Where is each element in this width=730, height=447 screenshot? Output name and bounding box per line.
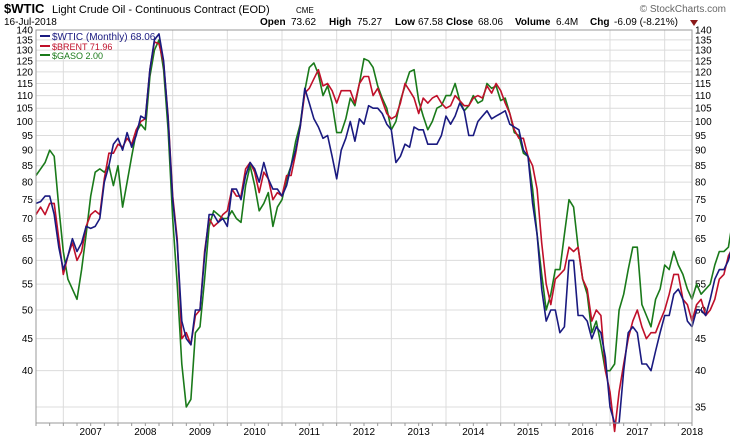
y-tick-label-left: 80 <box>22 178 34 189</box>
y-tick-label-left: 140 <box>16 26 33 37</box>
y-tick-label-right: 135 <box>695 35 712 46</box>
x-tick-label: 2012 <box>353 427 376 438</box>
open-value: 73.62 <box>291 17 316 28</box>
close-value: 68.06 <box>478 17 503 28</box>
y-tick-label-left: 135 <box>16 35 33 46</box>
volume-value: 6.4M <box>556 17 578 28</box>
y-tick-label-right: 35 <box>695 402 707 413</box>
y-axis-right: 3540455055606570758085909510010511011512… <box>695 26 712 414</box>
y-tick-label-right: 90 <box>695 146 707 157</box>
y-tick-label-right: 100 <box>695 117 712 128</box>
y-tick-label-right: 40 <box>695 366 707 377</box>
y-tick-label-left: 95 <box>22 131 34 142</box>
y-tick-label-right: 95 <box>695 131 707 142</box>
x-tick-label: 2008 <box>134 427 157 438</box>
series-line-wtic <box>35 33 730 424</box>
y-tick-label-left: 125 <box>16 56 33 67</box>
legend-item-gaso: $GASO 2.00 <box>52 51 103 61</box>
series-line-brent <box>35 41 730 433</box>
x-tick-label: 2010 <box>244 427 267 438</box>
x-tick-label: 2013 <box>408 427 431 438</box>
y-tick-label-left: 100 <box>16 117 33 128</box>
chg-value: -6.09 (-8.21%) <box>614 17 678 28</box>
open-label: Open <box>260 17 286 28</box>
symbol-title: $WTIC <box>4 1 45 16</box>
y-tick-label-right: 50 <box>695 306 707 317</box>
y-tick-label-left: 50 <box>22 306 34 317</box>
y-tick-label-left: 75 <box>22 195 34 206</box>
legend: $WTIC (Monthly) 68.06 $BRENT 71.96 $GASO… <box>40 32 156 61</box>
y-tick-label-left: 90 <box>22 146 34 157</box>
contract-name: Light Crude Oil - Continuous Contract (E… <box>52 4 270 16</box>
y-tick-label-right: 80 <box>695 178 707 189</box>
watermark: © StockCharts.com <box>640 4 726 15</box>
y-tick-label-left: 130 <box>16 46 33 57</box>
low-label: Low <box>395 17 415 28</box>
y-tick-label-right: 140 <box>695 26 712 37</box>
y-tick-label-left: 105 <box>16 104 33 115</box>
x-axis: 2007 2008 2009 2010 2011 2012 2013 2014 2015 2016… <box>35 423 704 438</box>
high-value: 75.27 <box>357 17 382 28</box>
y-tick-label-left: 115 <box>17 79 33 90</box>
date-label: 16-Jul-2018 <box>4 17 57 28</box>
y-tick-label-left: 40 <box>22 366 34 377</box>
series-lines <box>35 33 730 433</box>
low-value: 67.58 <box>418 17 443 28</box>
y-tick-label-right: 125 <box>695 56 712 67</box>
y-tick-label-right: 115 <box>695 79 711 90</box>
volume-label: Volume <box>515 17 551 28</box>
y-tick-label-right: 105 <box>695 104 712 115</box>
y-tick-label-left: 55 <box>22 280 34 291</box>
x-tick-label: 2015 <box>517 427 540 438</box>
high-label: High <box>329 17 351 28</box>
y-tick-label-right: 70 <box>695 214 707 225</box>
quote-summary: Open 73.62 High 75.27 Low 67.58 Close 68… <box>260 17 698 28</box>
y-tick-label-right: 85 <box>695 161 707 172</box>
legend-item-wtic: $WTIC (Monthly) 68.06 <box>52 32 156 43</box>
y-tick-label-right: 120 <box>695 67 712 78</box>
exchange-label: CME <box>296 6 314 15</box>
x-tick-label: 2018 <box>681 427 704 438</box>
y-tick-label-left: 85 <box>22 161 34 172</box>
y-tick-label-left: 120 <box>16 67 33 78</box>
y-tick-label-left: 60 <box>22 256 34 267</box>
y-tick-label-right: 75 <box>695 195 707 206</box>
x-tick-label: 2017 <box>626 427 649 438</box>
grid <box>36 29 692 423</box>
y-tick-label-right: 60 <box>695 256 707 267</box>
close-label: Close <box>446 17 474 28</box>
x-tick-label: 2009 <box>189 427 212 438</box>
y-tick-label-right: 110 <box>695 91 711 102</box>
plot-frame <box>35 29 693 424</box>
down-triangle-icon <box>690 20 698 26</box>
x-tick-label: 2014 <box>462 427 485 438</box>
x-tick-label: 2007 <box>80 427 103 438</box>
y-axis-left: 4045505560657075808590951001051101151201… <box>16 26 33 378</box>
y-tick-label-right: 45 <box>695 334 707 345</box>
y-tick-label-left: 65 <box>22 234 34 245</box>
chg-label: Chg <box>590 17 609 28</box>
x-tick-label: 2011 <box>299 427 321 438</box>
y-tick-label-right: 130 <box>695 46 712 57</box>
y-tick-label-left: 110 <box>17 91 33 102</box>
y-tick-label-right: 65 <box>695 234 707 245</box>
y-tick-label-left: 70 <box>22 214 34 225</box>
y-tick-label-right: 55 <box>695 280 707 291</box>
x-tick-label: 2016 <box>572 427 595 438</box>
legend-item-brent: $BRENT 71.96 <box>52 42 112 52</box>
y-tick-label-left: 45 <box>22 334 34 345</box>
